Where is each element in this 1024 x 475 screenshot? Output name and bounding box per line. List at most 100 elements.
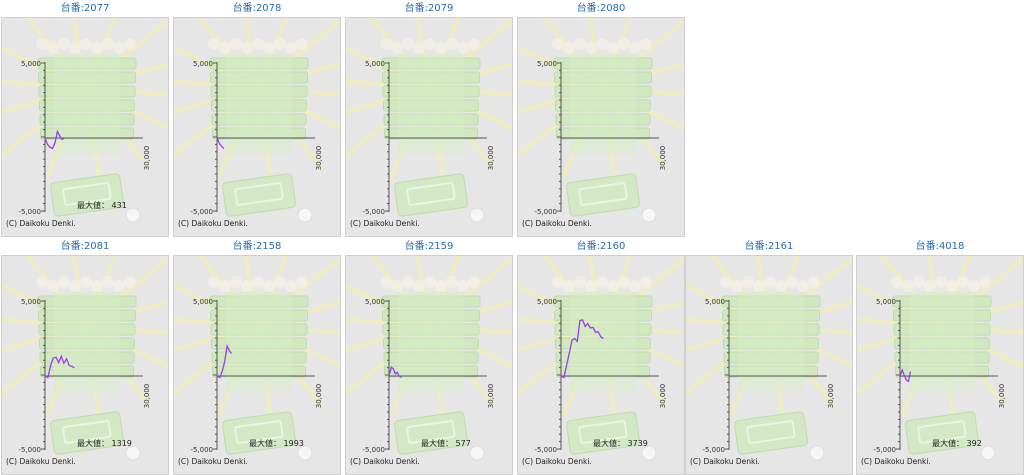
pachinko-machine-background bbox=[2, 256, 168, 461]
y-tick-label-top: 5,000 bbox=[21, 60, 41, 68]
slump-graph: 5,000 -5,000 30,000 (C) Daikoku Denki. bbox=[174, 18, 340, 228]
machine-number-title[interactable]: 台番:2158 bbox=[232, 241, 282, 252]
max-value-label: 最大値： 1319 bbox=[77, 438, 132, 448]
x-tick-label: 30,000 bbox=[315, 384, 323, 409]
series-line bbox=[560, 319, 604, 379]
machine-number-title[interactable]: 台番:2159 bbox=[404, 241, 454, 252]
series-line bbox=[44, 354, 75, 379]
series-line bbox=[44, 129, 65, 150]
machine-number-title[interactable]: 台番:2079 bbox=[404, 3, 454, 14]
chart-panel: 5,000 -5,000 30,000 (C) Daikoku Denki. bbox=[685, 255, 853, 475]
chart-panel: 5,000 -5,000 30,000 (C) Daikoku Denki. bbox=[517, 17, 685, 237]
x-tick-label: 30,000 bbox=[998, 384, 1006, 409]
slump-graph: 5,000 -5,000 30,000 最大値： 431(C) Daikoku Den… bbox=[2, 18, 168, 228]
max-value-label: 最大値： 431 bbox=[77, 200, 127, 210]
slump-graph: 5,000 -5,000 30,000 (C) Daikoku Denki. bbox=[518, 18, 684, 228]
y-tick-label-top: 5,000 bbox=[21, 298, 41, 306]
y-tick-label-bottom: -5,000 bbox=[362, 446, 385, 454]
y-tick-label-top: 5,000 bbox=[365, 298, 385, 306]
slump-graph: 5,000 -5,000 30,000 最大値： 577(C) Daikoku Den… bbox=[346, 256, 512, 466]
machine-number-title[interactable]: 台番:2077 bbox=[60, 3, 110, 14]
y-tick-label-top: 5,000 bbox=[365, 60, 385, 68]
machine-number-title[interactable]: 台番:4018 bbox=[915, 241, 965, 252]
max-value-label: 最大値： 392 bbox=[932, 438, 982, 448]
chart-panel: 5,000 -5,000 30,000 最大値： 1319 (C) Daikoku De… bbox=[1, 255, 169, 475]
series-line bbox=[216, 344, 232, 379]
pachinko-machine-background bbox=[857, 256, 1023, 461]
machine-number-title[interactable]: 台番:2078 bbox=[232, 3, 282, 14]
copyright-label: (C) Daikoku Denki. bbox=[690, 457, 760, 466]
series-line bbox=[216, 137, 225, 149]
slump-graph: 5,000 -5,000 30,000 最大値： 1993(C) Daikoku De… bbox=[174, 256, 340, 466]
y-tick-label-bottom: -5,000 bbox=[362, 208, 385, 216]
copyright-label: (C) Daikoku Denki. bbox=[350, 219, 420, 228]
machine-number-title[interactable]: 台番:2161 bbox=[744, 241, 794, 252]
chart-axes: 5,000 -5,000 30,000 bbox=[190, 60, 323, 216]
chart-axes: 5,000 -5,000 30,000 bbox=[534, 60, 667, 216]
chart-axes: 5,000 -5,000 30,000 bbox=[362, 60, 495, 216]
y-tick-label-top: 5,000 bbox=[193, 298, 213, 306]
max-value-label: 最大値： 577 bbox=[421, 438, 471, 448]
x-tick-label: 30,000 bbox=[487, 146, 495, 171]
y-tick-label-top: 5,000 bbox=[876, 298, 896, 306]
x-tick-label: 30,000 bbox=[487, 384, 495, 409]
copyright-label: (C) Daikoku Denki. bbox=[6, 457, 76, 466]
chart-panel: 5,000 -5,000 30,000 最大値： 392 (C) Daikoku Den… bbox=[856, 255, 1024, 475]
chart-panel: 5,000 -5,000 30,000 最大値： 1993 (C) Daikoku De… bbox=[173, 255, 341, 475]
y-tick-label-bottom: -5,000 bbox=[18, 446, 41, 454]
pachinko-machine-background bbox=[518, 18, 684, 223]
slump-graph: 5,000 -5,000 30,000 (C) Daikoku Denki. bbox=[686, 256, 852, 466]
chart-axes: 5,000 -5,000 30,000 bbox=[534, 298, 667, 454]
chart-panel: 5,000 -5,000 30,000 最大値： 577 (C) Daikoku Den… bbox=[345, 255, 513, 475]
x-tick-label: 30,000 bbox=[827, 384, 835, 409]
copyright-label: (C) Daikoku Denki. bbox=[178, 219, 248, 228]
pachinko-machine-background bbox=[174, 256, 340, 461]
chart-panel: 5,000 -5,000 30,000 最大値： 3739 (C) Daikoku De… bbox=[517, 255, 685, 475]
slump-graph: 5,000 -5,000 30,000 最大値： 392(C) Daikoku Den… bbox=[857, 256, 1023, 466]
copyright-label: (C) Daikoku Denki. bbox=[178, 457, 248, 466]
chart-axes: 5,000 -5,000 30,000 bbox=[190, 298, 323, 454]
y-tick-label-bottom: -5,000 bbox=[18, 208, 41, 216]
chart-panel: 5,000 -5,000 30,000 (C) Daikoku Denki. bbox=[173, 17, 341, 237]
copyright-label: (C) Daikoku Denki. bbox=[6, 219, 76, 228]
pachinko-machine-background bbox=[346, 256, 512, 461]
slump-graph: 5,000 -5,000 30,000 最大値： 1319(C) Daikoku De… bbox=[2, 256, 168, 466]
chart-axes: 5,000 -5,000 30,000 bbox=[702, 298, 835, 454]
y-tick-label-bottom: -5,000 bbox=[702, 446, 725, 454]
max-value-label: 最大値： 3739 bbox=[593, 438, 648, 448]
chart-panel: 5,000 -5,000 30,000 最大値： 431 (C) Daikoku Den… bbox=[1, 17, 169, 237]
max-value-label: 最大値： 1993 bbox=[249, 438, 304, 448]
chart-panel: 5,000 -5,000 30,000 (C) Daikoku Denki. bbox=[345, 17, 513, 237]
series-line bbox=[388, 366, 402, 379]
x-tick-label: 30,000 bbox=[143, 384, 151, 409]
machine-number-title[interactable]: 台番:2081 bbox=[60, 241, 110, 252]
x-tick-label: 30,000 bbox=[315, 146, 323, 171]
slump-graph: 5,000 -5,000 30,000 (C) Daikoku Denki. bbox=[346, 18, 512, 228]
copyright-label: (C) Daikoku Denki. bbox=[522, 219, 592, 228]
slump-graph: 5,000 -5,000 30,000 最大値： 3739(C) Daikoku De… bbox=[518, 256, 684, 466]
y-tick-label-bottom: -5,000 bbox=[190, 208, 213, 216]
y-tick-label-bottom: -5,000 bbox=[534, 446, 557, 454]
copyright-label: (C) Daikoku Denki. bbox=[861, 457, 931, 466]
x-tick-label: 30,000 bbox=[143, 146, 151, 171]
y-tick-label-top: 5,000 bbox=[705, 298, 725, 306]
pachinko-machine-background bbox=[518, 256, 684, 461]
y-tick-label-bottom: -5,000 bbox=[190, 446, 213, 454]
y-tick-label-top: 5,000 bbox=[193, 60, 213, 68]
x-tick-label: 30,000 bbox=[659, 384, 667, 409]
machine-number-title[interactable]: 台番:2160 bbox=[576, 241, 626, 252]
chart-axes: 5,000 -5,000 30,000 bbox=[18, 298, 151, 454]
x-tick-label: 30,000 bbox=[659, 146, 667, 171]
machine-number-title[interactable]: 台番:2080 bbox=[576, 3, 626, 14]
copyright-label: (C) Daikoku Denki. bbox=[522, 457, 592, 466]
y-tick-label-top: 5,000 bbox=[537, 298, 557, 306]
y-tick-label-bottom: -5,000 bbox=[873, 446, 896, 454]
chart-axes: 5,000 -5,000 30,000 bbox=[362, 298, 495, 454]
y-tick-label-top: 5,000 bbox=[537, 60, 557, 68]
series-line bbox=[899, 368, 912, 383]
pachinko-machine-background bbox=[346, 18, 512, 223]
pachinko-machine-background bbox=[2, 18, 168, 223]
pachinko-machine-background bbox=[686, 256, 852, 461]
pachinko-machine-background bbox=[174, 18, 340, 223]
copyright-label: (C) Daikoku Denki. bbox=[350, 457, 420, 466]
